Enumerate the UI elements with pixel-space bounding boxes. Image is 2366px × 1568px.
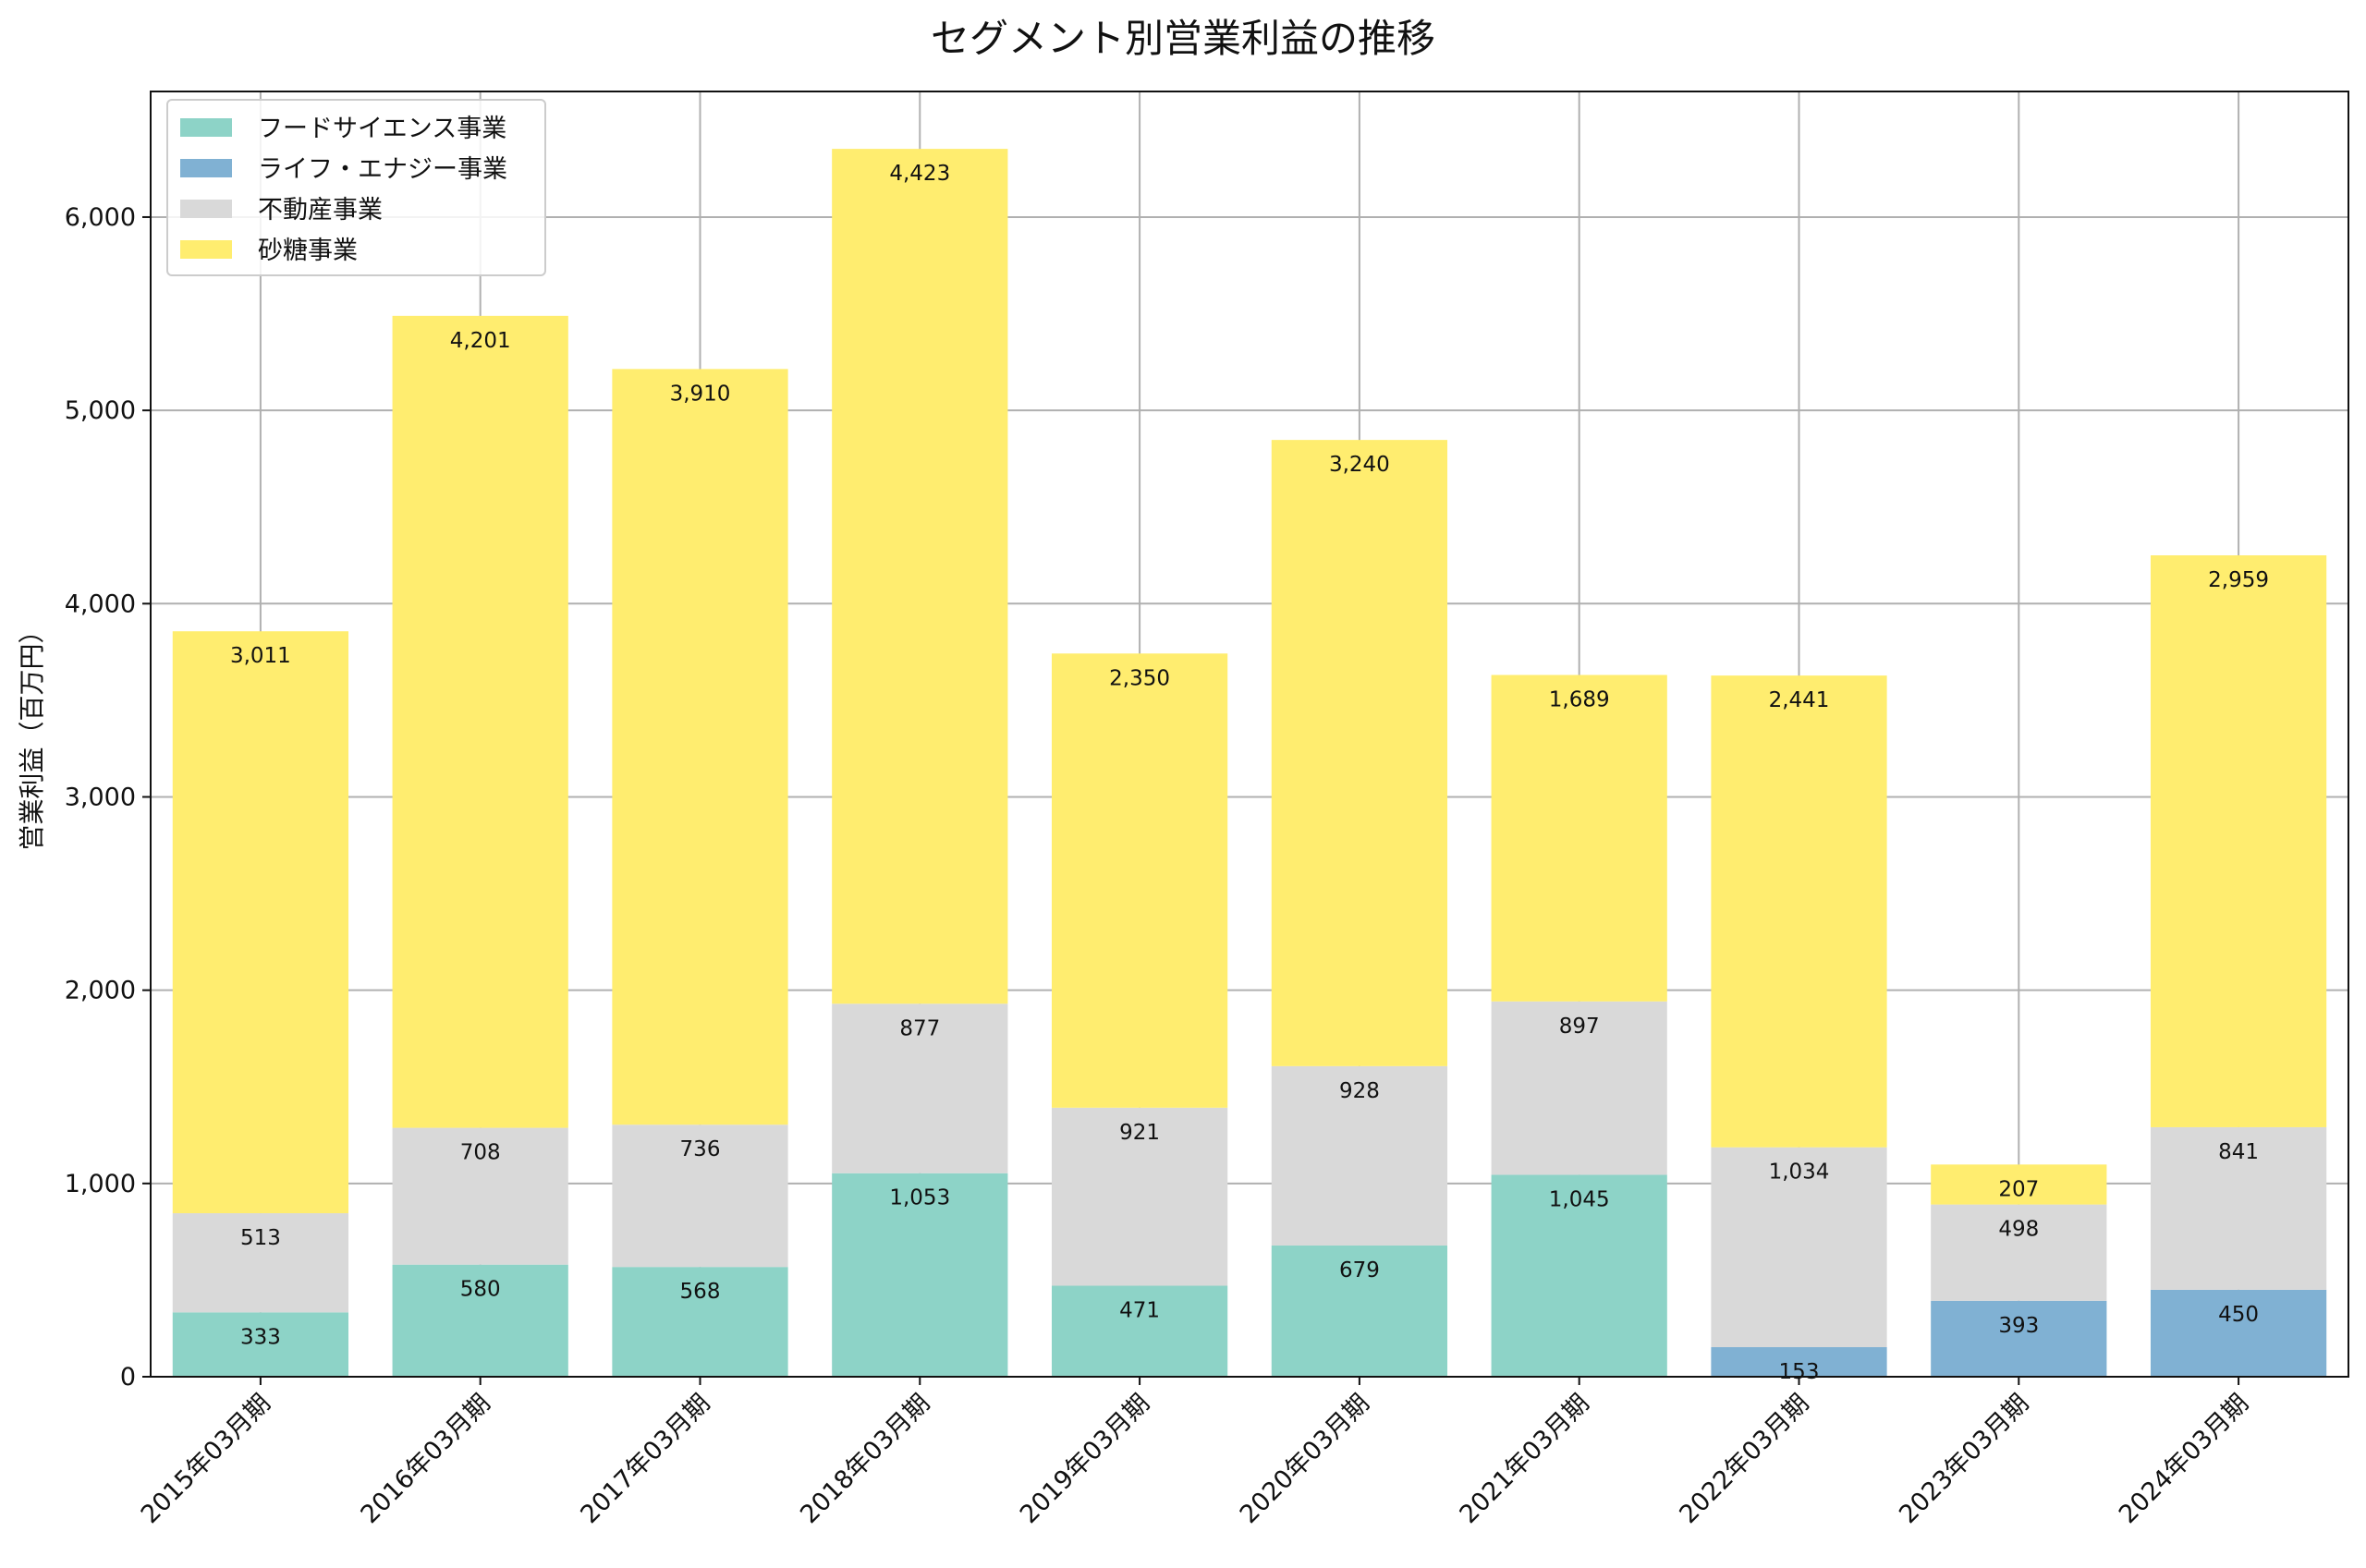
data-label: 897 [1559, 1015, 1600, 1039]
bar-segment [2150, 1289, 2327, 1377]
x-tick-label: 2019年03月期 [1015, 1389, 1155, 1529]
data-label: 2,959 [2208, 568, 2269, 592]
bar-segment [612, 369, 788, 1125]
plot-frame [150, 91, 2349, 1378]
x-tick-label: 2016年03月期 [356, 1389, 496, 1529]
y-tick-label: 0 [120, 1363, 136, 1392]
data-label: 736 [680, 1137, 721, 1161]
data-label: 679 [1339, 1258, 1380, 1282]
bar-segment [2150, 1126, 2327, 1290]
bar-segment [1931, 1204, 2107, 1301]
chart-title: セグメント別営業利益の推移 [930, 16, 1435, 61]
bar-segment [1931, 1164, 2107, 1205]
data-label: 4,423 [889, 162, 950, 186]
y-tick-label: 3,000 [65, 783, 136, 811]
legend-entry: ライフ・エナジー事業 [258, 155, 507, 184]
data-label: 568 [680, 1280, 721, 1304]
y-tick-label: 6,000 [65, 203, 136, 232]
data-label: 1,689 [1549, 687, 1610, 711]
data-label: 841 [2218, 1140, 2259, 1164]
bar-segment [1711, 1147, 1887, 1347]
data-label: 471 [1119, 1298, 1160, 1322]
legend-swatch [180, 200, 232, 218]
bar-segment [1051, 1107, 1228, 1286]
x-tick-label: 2024年03月期 [2114, 1389, 2254, 1529]
x-tick-label: 2021年03月期 [1455, 1389, 1595, 1529]
bar-segment [612, 1267, 788, 1377]
data-label: 4,201 [450, 329, 511, 353]
data-label: 2,441 [1769, 688, 1830, 712]
data-label: 921 [1119, 1121, 1160, 1145]
x-tick-label: 2018年03月期 [795, 1389, 935, 1529]
bar-segment [832, 1003, 1008, 1173]
data-label: 928 [1339, 1079, 1380, 1103]
y-tick-label: 1,000 [65, 1170, 136, 1198]
data-label: 1,034 [1769, 1161, 1830, 1185]
bar-segment [392, 315, 568, 1128]
y-tick-label: 5,000 [65, 396, 136, 425]
legend-swatch [180, 159, 232, 177]
legend-swatch [180, 240, 232, 259]
data-label: 207 [1998, 1177, 2039, 1201]
x-tick-label: 2023年03月期 [1894, 1389, 2034, 1529]
x-tick-label: 2020年03月期 [1235, 1389, 1375, 1529]
legend-entry: 砂糖事業 [258, 237, 358, 265]
bar-segment [1491, 1174, 1667, 1377]
bar-segment [1271, 1245, 1448, 1377]
x-tick-label: 2017年03月期 [575, 1389, 715, 1529]
data-label: 877 [899, 1016, 940, 1040]
bar-segment [1491, 675, 1667, 1002]
bar-segment [1051, 1285, 1228, 1377]
bar-segment [172, 1312, 349, 1377]
bar-segment [1711, 1346, 1887, 1377]
legend-entry: 不動産事業 [258, 196, 383, 225]
data-label: 498 [1998, 1218, 2039, 1242]
bar-segment [1711, 675, 1887, 1148]
data-label: 3,240 [1329, 453, 1390, 477]
x-tick-label: 2015年03月期 [136, 1389, 276, 1529]
bar-segment [172, 1213, 349, 1313]
data-label: 580 [460, 1278, 501, 1302]
bar-segment [1051, 653, 1228, 1108]
data-label: 513 [240, 1226, 281, 1250]
data-label: 450 [2218, 1303, 2259, 1327]
bar-segment [1931, 1300, 2107, 1377]
bar-segment [392, 1127, 568, 1265]
bar-segment [392, 1264, 568, 1377]
data-label: 333 [240, 1325, 281, 1349]
y-tick-label: 4,000 [65, 590, 136, 618]
data-label: 1,045 [1549, 1187, 1610, 1211]
legend-entry: フードサイエンス事業 [258, 115, 506, 143]
data-label: 3,910 [670, 382, 731, 406]
bar-segment [1271, 1065, 1448, 1246]
y-axis-label: 営業利益（百万円） [17, 617, 47, 850]
bar-segment [832, 1173, 1008, 1377]
bars [172, 149, 2327, 1377]
bar-segment [1271, 440, 1448, 1066]
bar-segment [832, 149, 1008, 1004]
data-label: 1,053 [889, 1186, 950, 1210]
bar-segment [1491, 1001, 1667, 1175]
legend-box [166, 99, 546, 276]
x-tick-label: 2022年03月期 [1674, 1389, 1814, 1529]
data-label: 708 [460, 1141, 501, 1165]
y-tick-label: 2,000 [65, 977, 136, 1005]
data-label: 2,350 [1109, 666, 1170, 690]
bar-segment [172, 631, 349, 1214]
legend-swatch [180, 118, 232, 137]
data-label: 3,011 [230, 644, 291, 668]
bar-segment [612, 1124, 788, 1268]
data-label: 393 [1998, 1314, 2039, 1338]
bar-segment [2150, 555, 2327, 1127]
